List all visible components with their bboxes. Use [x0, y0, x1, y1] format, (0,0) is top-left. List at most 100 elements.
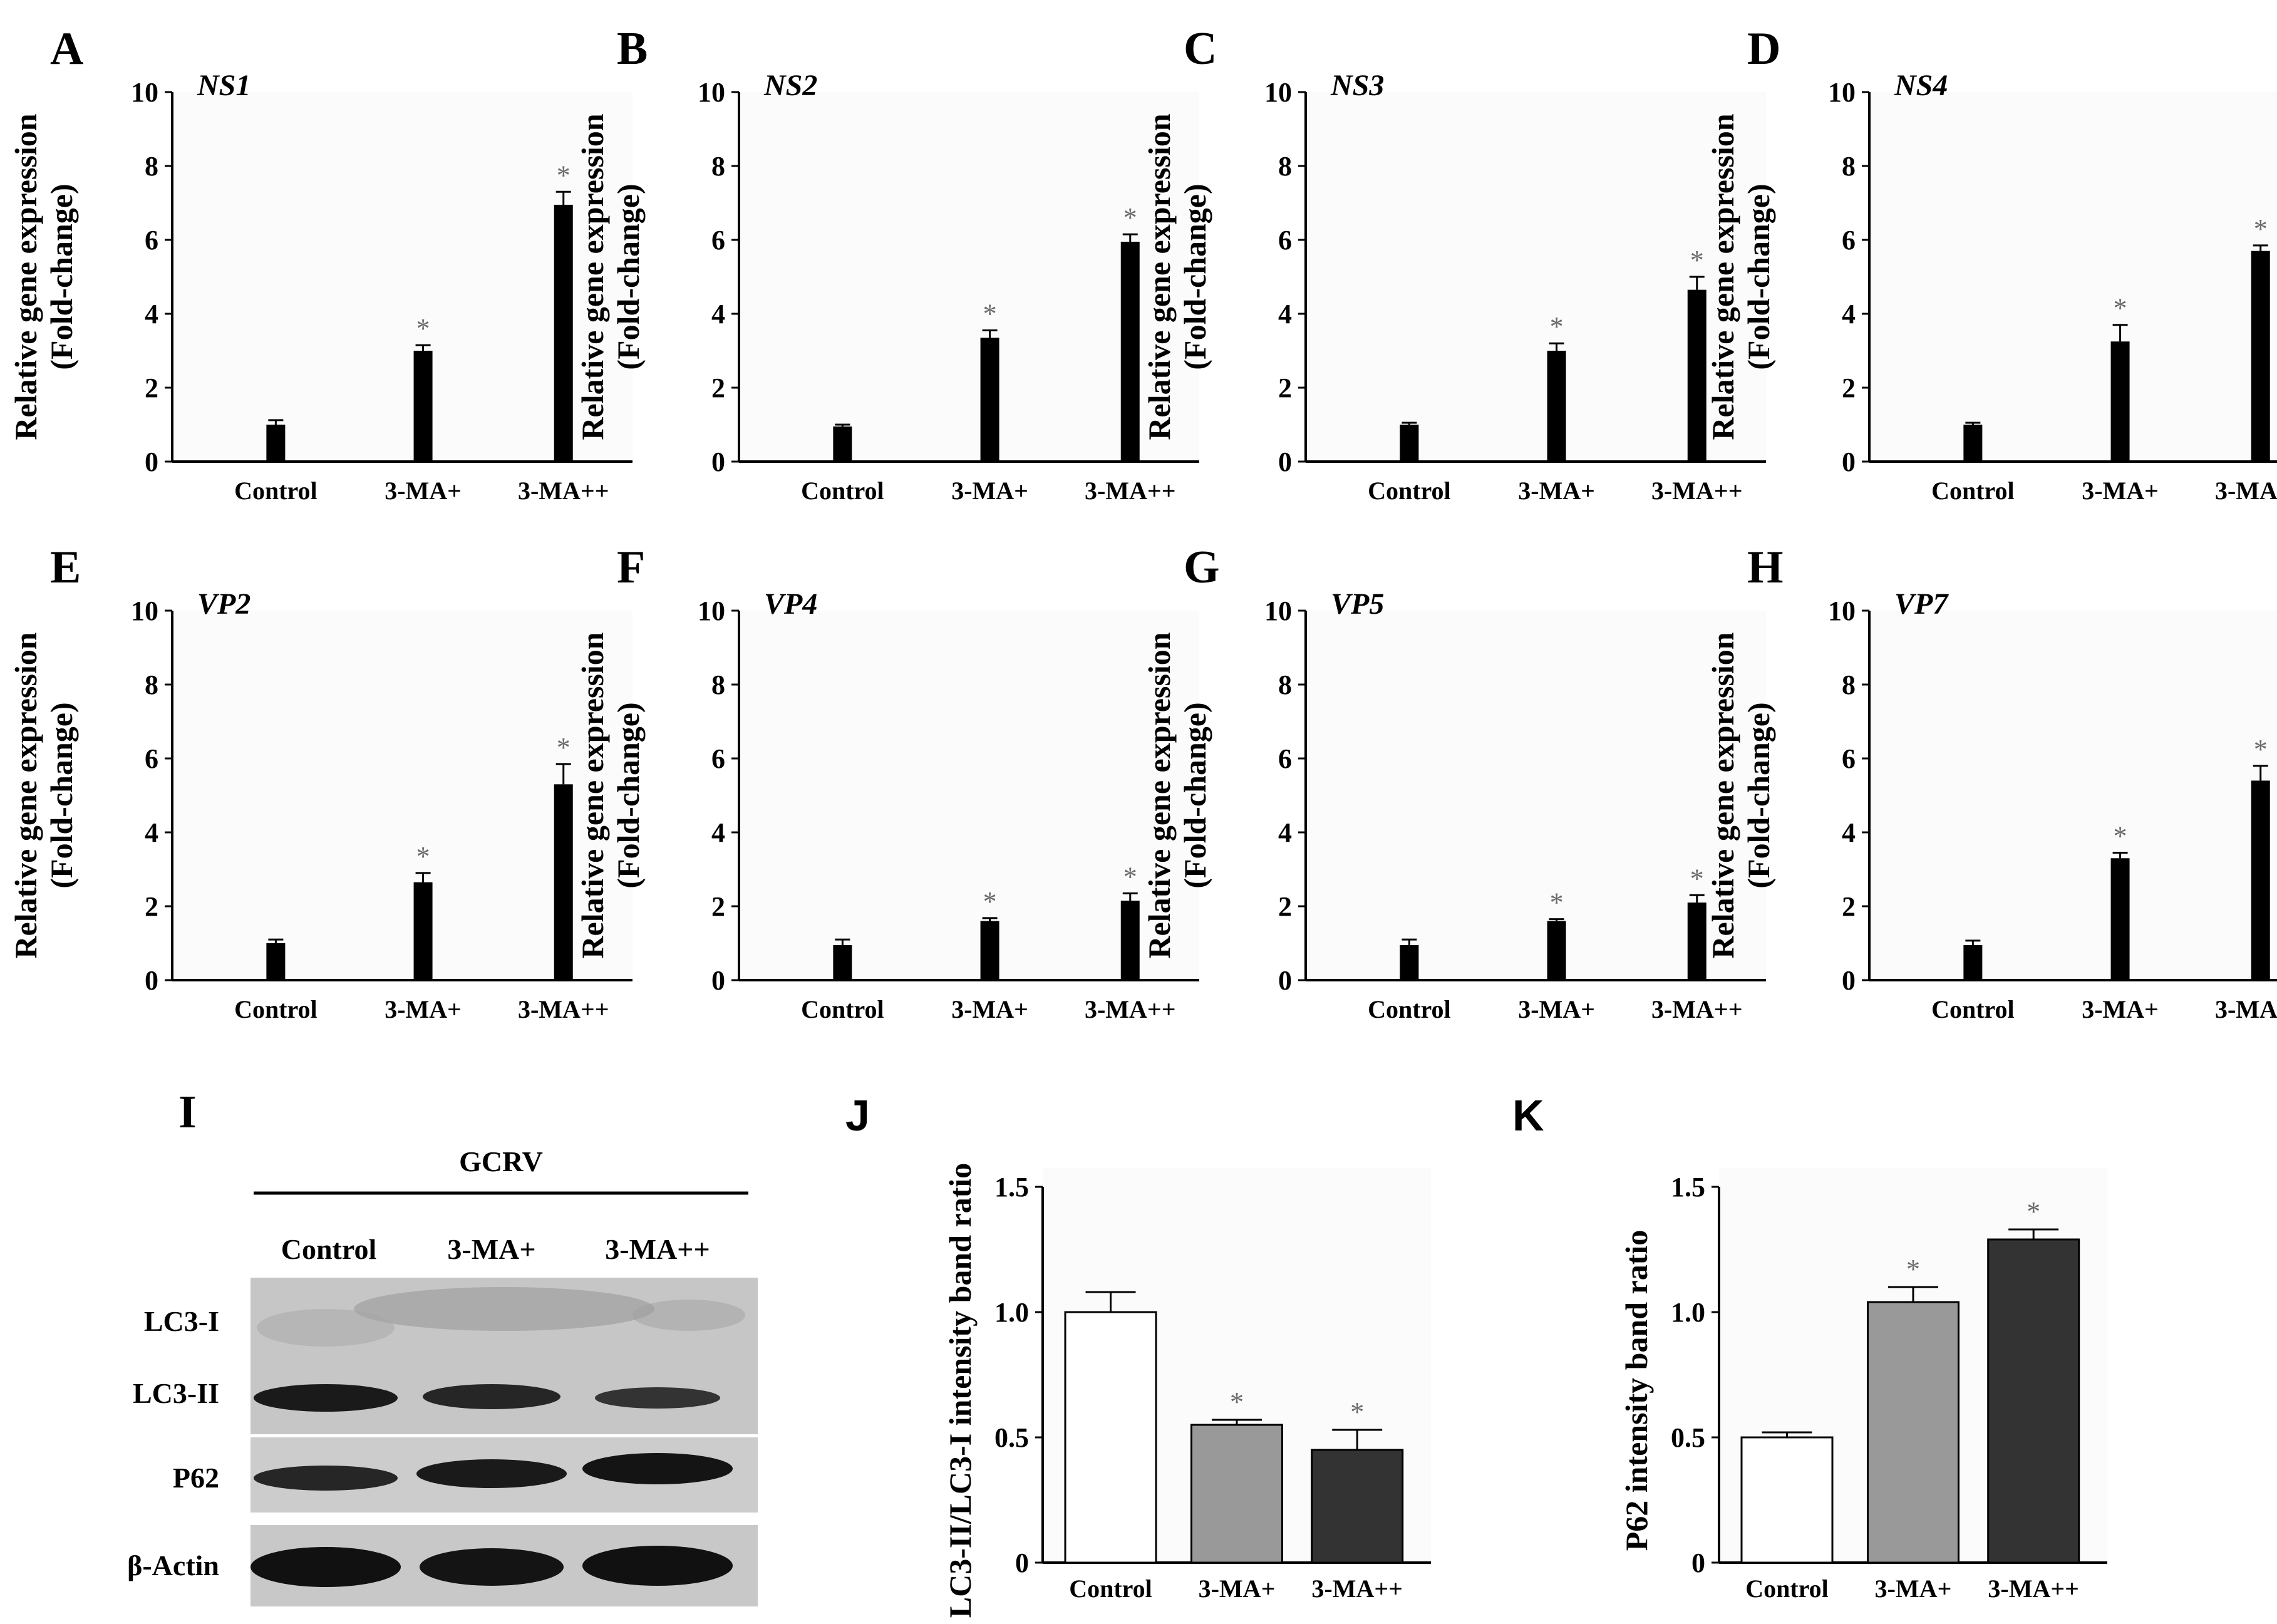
y-tick-label: 2: [145, 891, 158, 922]
y-tick-label: 8: [1842, 670, 1856, 700]
bar: [980, 338, 999, 462]
plot-background: [1869, 92, 2277, 462]
y-tick-label: 4: [145, 299, 158, 329]
bar: [2110, 341, 2130, 462]
chart-panel-j: J 0 0.5 1.0 1.5 LC3-II/LC3-I intensity band r…: [845, 1091, 1431, 1618]
y-tick-label: 8: [145, 151, 158, 182]
y-tick-label: 1.0: [1671, 1297, 1705, 1328]
y-tick-label: 2: [711, 891, 725, 922]
y-axis-title: P62 intensity band ratio: [1619, 1230, 1654, 1551]
x-category-label: Control: [1368, 995, 1451, 1023]
y-tick-label: 6: [1842, 743, 1856, 774]
y-tick-label: 0: [145, 447, 158, 477]
y-axis-title-line1: Relative gene expression: [1705, 113, 1740, 440]
y-tick-label: 8: [711, 670, 725, 700]
x-category-label: Control: [1931, 477, 2015, 505]
y-axis-title-line2: (Fold-change): [1177, 702, 1212, 888]
y-tick-label: 8: [711, 151, 725, 182]
significance-marker: *: [983, 299, 997, 329]
y-tick-label: 2: [1278, 891, 1292, 922]
y-tick-label: 8: [1278, 151, 1292, 182]
x-category-label: 3-MA++: [1988, 1575, 2079, 1603]
chart-title: VP2: [197, 587, 250, 621]
band-lc3ii-3ma-plus: [423, 1384, 560, 1409]
y-tick-label: 4: [711, 299, 725, 329]
significance-marker: *: [1230, 1387, 1244, 1417]
significance-marker: *: [1690, 863, 1704, 894]
y-axis-title-line1: Relative gene expression: [8, 632, 43, 958]
y-tick-label: 6: [711, 225, 725, 256]
y-tick-label: 6: [1278, 225, 1292, 256]
bar: [1987, 1238, 2080, 1564]
plot-background: [1869, 611, 2277, 980]
x-category-label: 3-MA+: [2082, 995, 2159, 1023]
blot-strip-beta-actin: [250, 1525, 758, 1606]
y-axis-title-line2: (Fold-change): [1741, 702, 1776, 888]
bar: [2251, 251, 2270, 462]
panel-label: K: [1512, 1091, 1544, 1140]
x-category-label: 3-MA+: [951, 995, 1028, 1023]
significance-marker: *: [2254, 214, 2268, 244]
bar: [266, 943, 286, 980]
significance-marker: *: [1123, 861, 1137, 892]
y-tick-label: 0: [1842, 447, 1856, 477]
bar: [1867, 1301, 1959, 1564]
x-category-label: 3-MA++: [2215, 477, 2277, 505]
y-axis-title-line2: (Fold-change): [611, 702, 646, 888]
y-tick-label: 2: [1842, 373, 1856, 403]
y-tick-label: 0: [711, 965, 725, 996]
x-category-label: 3-MA+: [1199, 1575, 1276, 1603]
bar: [2110, 858, 2130, 980]
x-category-label: 3-MA++: [1311, 1575, 1403, 1603]
lane-label-control: Control: [281, 1233, 377, 1265]
x-category-label: 3-MA++: [1651, 995, 1743, 1023]
band-p62-3ma-plusplus: [582, 1453, 733, 1484]
bar: [413, 882, 433, 980]
chart-panel-k: K 0 0.5 1.0 1.5 P62 intensity band ratio Contr…: [1512, 1091, 2107, 1603]
chart-title: NS4: [1894, 69, 1948, 102]
bar: [1064, 1311, 1157, 1564]
lane-label-3ma-plusplus: 3-MA++: [605, 1233, 710, 1265]
x-category-label: Control: [1368, 477, 1451, 505]
y-axis-title-line2: (Fold-change): [44, 184, 79, 370]
blot-strip-p62: [250, 1437, 758, 1513]
significance-marker: *: [416, 841, 430, 872]
y-tick-label: 10: [1264, 596, 1292, 626]
x-category-label: 3-MA++: [1651, 477, 1743, 505]
panel-label: C: [1184, 23, 1217, 75]
bar: [554, 204, 573, 462]
y-tick-label: 4: [145, 817, 158, 848]
chart-title: VP5: [1331, 587, 1384, 621]
bar: [1190, 1424, 1283, 1564]
x-category-label: 3-MA++: [2215, 995, 2277, 1023]
significance-marker: *: [2027, 1196, 2040, 1227]
bar: [554, 784, 573, 980]
bar: [266, 425, 286, 462]
significance-marker: *: [1690, 245, 1704, 276]
y-tick-label: 10: [131, 77, 158, 108]
x-category-label: Control: [1931, 995, 2015, 1023]
y-tick-label: 10: [131, 596, 158, 626]
band-actin-control: [250, 1547, 401, 1587]
y-tick-label: 8: [1842, 151, 1856, 182]
bar: [1311, 1449, 1404, 1564]
bar: [980, 921, 999, 980]
y-axis-title: LC3-II/LC3-I intensity band ratio: [942, 1163, 978, 1618]
bar: [413, 351, 433, 462]
bar: [1547, 921, 1566, 980]
chart-title: VP4: [764, 587, 817, 621]
y-axis-title-line1: Relative gene expression: [1705, 632, 1740, 958]
significance-marker: *: [416, 313, 430, 344]
significance-marker: *: [983, 886, 997, 917]
y-tick-label: 8: [1278, 670, 1292, 700]
chart-panel-h: H VP7 0 2 4 6 8 10 Relative gene expression (Fold…: [1705, 542, 2277, 1023]
y-tick-label: 1.5: [994, 1172, 1029, 1202]
y-axis-title-line2: (Fold-change): [1741, 184, 1776, 370]
bar: [1547, 351, 1566, 462]
bar: [833, 426, 852, 462]
